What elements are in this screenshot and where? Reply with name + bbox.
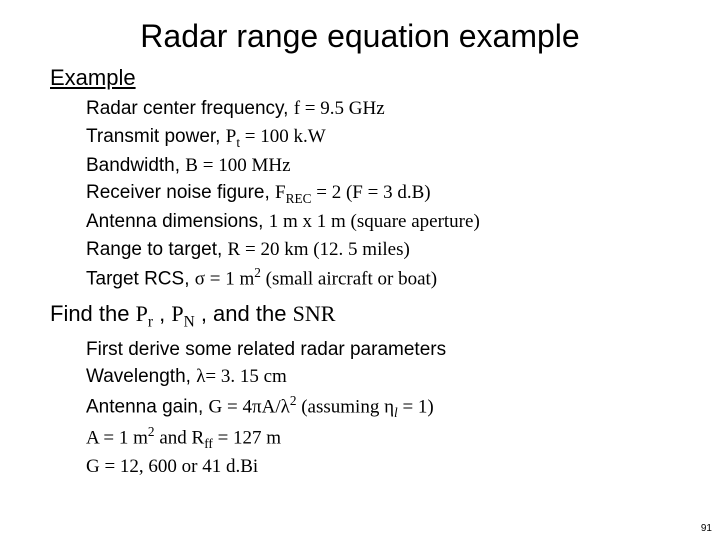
param-noise-figure: Receiver noise figure, FREC = 2 (F = 3 d… [86,179,670,208]
slide-title: Radar range equation example [50,18,670,55]
derive-gain: Antenna gain, G = 4πA/λ2 (assuming ηl = … [86,391,670,422]
param-symbol: P [226,126,237,147]
param-eq: = 100 MHz [198,155,291,176]
gain-lam: λ [281,396,290,417]
param-sup: 2 [254,265,261,280]
derive-block: First derive some related radar paramete… [86,336,670,481]
find-snr: SNR [293,301,336,326]
wl-label: Wavelength, [86,366,196,387]
param-note: (square aperture) [351,211,480,232]
gain-sym: G [209,396,223,417]
param-eq: = 9.5 GHz [300,98,385,119]
param-label: Radar center frequency, [86,98,294,119]
derive-gval: G = 12, 600 or 41 d.Bi [86,453,670,481]
find-pn: P [171,301,183,326]
param-label: Antenna dimensions, [86,211,269,232]
rff-eq: = 127 m [213,427,281,448]
derive-wavelength: Wavelength, λ= 3. 15 cm [86,363,670,391]
rff: R [192,427,205,448]
find-line: Find the Pr , PN , and the SNR [50,301,670,331]
param-antenna-dim: Antenna dimensions, 1 m x 1 m (square ap… [86,208,670,236]
param-eq: = 1 m [205,269,254,290]
note-sym: F [352,182,363,203]
note-rest: = 3 d.B) [363,182,431,203]
gain-A: A/ [262,396,281,417]
param-label: Transmit power, [86,126,226,147]
param-rcs: Target RCS, σ = 1 m2 (small aircraft or … [86,263,670,293]
param-val: 1 m x 1 m [269,211,351,232]
param-label: Bandwidth, [86,155,185,176]
gain-eq1: = 4 [222,396,252,417]
wl-eq: = 3. 15 cm [205,366,286,387]
param-eq: = 20 km [240,239,313,260]
param-symbol: R [228,239,241,260]
derive-intro: First derive some related radar paramete… [86,336,670,364]
gain-label: Antenna gain, [86,396,209,417]
param-bandwidth: Bandwidth, B = 100 MHz [86,152,670,180]
page-number: 91 [701,523,712,534]
section-example-label: Example [50,65,670,91]
area-and: and [155,427,192,448]
param-note: (12. 5 miles) [313,239,410,260]
find-pr: P [136,301,148,326]
area-sup: 2 [148,424,155,439]
find-sep2: , and the [195,301,293,326]
find-prefix: Find the [50,301,136,326]
find-sep1: , [153,301,171,326]
gain-note-close: = 1) [398,396,434,417]
param-label: Receiver noise figure, [86,182,275,203]
param-symbol: σ [195,269,205,290]
param-label: Target RCS, [86,269,195,290]
param-power: Transmit power, Pt = 100 k.W [86,123,670,152]
param-range: Range to target, R = 20 km (12. 5 miles) [86,236,670,264]
derive-area-rff: A = 1 m2 and Rff = 127 m [86,422,670,453]
param-eq: = 2 [312,182,346,203]
param-label: Range to target, [86,239,228,260]
gain-note-open: (assuming [296,396,384,417]
example-params: Radar center frequency, f = 9.5 GHz Tran… [86,95,670,293]
param-sub: REC [286,191,312,206]
param-frequency: Radar center frequency, f = 9.5 GHz [86,95,670,123]
param-symbol: F [275,182,286,203]
param-eq: = 100 k.W [240,126,326,147]
slide: Radar range equation example Example Rad… [0,0,720,540]
gain-pi: π [252,396,262,417]
find-pn-sub: N [184,314,195,331]
rff-sub: ff [204,436,213,451]
param-note: (small aircraft or boat) [261,269,437,290]
param-symbol: B [185,155,198,176]
area: A = 1 m [86,427,148,448]
gain-eta: η [384,396,394,417]
